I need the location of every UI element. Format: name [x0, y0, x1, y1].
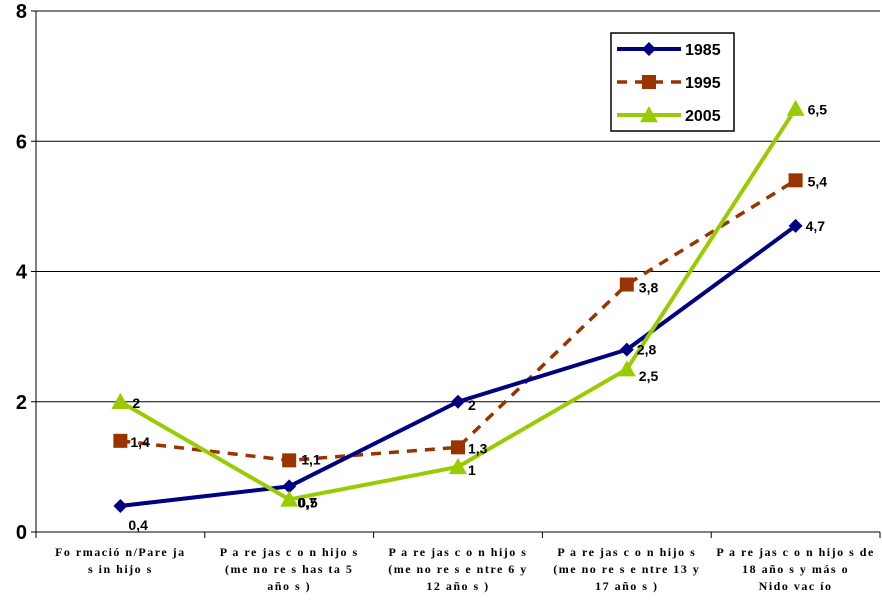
data-label-1985: 2 [468, 397, 476, 413]
x-category-label-line: P a re jas c o n hijo s [557, 545, 696, 559]
data-label-2005: 2,5 [639, 368, 659, 384]
x-category-label-line: Nido vac ío [759, 579, 833, 593]
series-lines [111, 99, 805, 513]
data-labels: 0,4 0,7 2 2,8 4,7 1,4 1,1 1,3 3,8 5,4 2 0,5 1 2,5 6,5 [128, 102, 827, 533]
x-category-label: Fo rmació n/Pare ja s in hijo s [55, 545, 186, 576]
x-category-label-line: s in hijo s [88, 562, 153, 576]
x-category-label: P a re jas c o n hijo s (me no re s e ntr… [553, 545, 700, 593]
x-category-label-line: Fo rmació n/Pare ja [55, 545, 186, 559]
data-label-1995: 1,4 [130, 434, 150, 450]
data-point-2005 [280, 490, 299, 507]
legend-marker-1995 [642, 75, 656, 89]
data-label-1985: 2,8 [637, 342, 657, 358]
data-point-1995 [282, 453, 297, 468]
data-point-1995 [451, 440, 465, 455]
y-tick-label: 2 [16, 392, 27, 414]
data-label-1995: 5,4 [808, 173, 828, 189]
legend-label-1985: 1985 [685, 42, 721, 59]
x-category-label-line: año s ) [267, 579, 311, 593]
legend: 1985 1995 2005 [610, 32, 735, 132]
series-line-1995 [120, 178, 797, 463]
y-tick-labels: 0 2 4 6 8 [16, 1, 28, 544]
data-label-1995: 3,8 [639, 280, 659, 296]
data-point-1985 [619, 342, 634, 357]
data-point-1995 [113, 433, 128, 448]
y-tick-label: 0 [16, 522, 27, 544]
x-category-label-line: P a re jas c o n hijo s [389, 545, 528, 559]
x-category-label-line: 17 año s ) [595, 579, 658, 593]
data-point-2005 [786, 99, 805, 116]
data-point-1985 [282, 479, 297, 494]
data-label-1995: 1,3 [468, 440, 488, 456]
data-point-1985 [788, 218, 803, 233]
y-tick-label: 8 [16, 1, 27, 23]
y-tick-label: 6 [16, 131, 27, 153]
x-category-label-line: 12 año s ) [426, 579, 489, 593]
x-category-label-line: P a re jas c o n hijo s [220, 545, 359, 559]
data-label-2005: 0,5 [298, 494, 318, 510]
x-category-labels: Fo rmació n/Pare ja s in hijo s P a re jas… [55, 545, 874, 593]
x-category-label-line: (me no re s has ta 5 [225, 562, 353, 576]
data-point-2005 [617, 360, 636, 377]
x-category-label: P a re jas c o n hijo s (me no re s has t… [220, 545, 359, 593]
data-point-2005 [111, 392, 130, 409]
data-point-2005 [449, 457, 467, 475]
data-point-1995 [619, 277, 634, 292]
legend-label-1995: 1995 [685, 75, 721, 92]
x-category-label: P a re jas c o n hijo s (me no re s e ntr… [388, 545, 528, 593]
data-point-1995 [788, 173, 803, 188]
data-point-1985 [451, 394, 465, 409]
legend-label-2005: 2005 [685, 108, 721, 125]
data-label-2005: 2 [132, 395, 140, 411]
y-tick-label: 4 [16, 262, 28, 284]
x-category-label-line: (me no re s e ntre 6 y [388, 562, 528, 576]
x-category-label-line: 18 año s y más o [742, 562, 849, 576]
x-category-label: P a re jas c o n hijo s de 18 año s y más… [716, 545, 874, 593]
data-label-2005: 6,5 [808, 102, 828, 118]
data-label-1985: 0,7 [297, 494, 317, 510]
data-label-1995: 1,1 [301, 451, 321, 467]
legend-marker-1985 [642, 42, 656, 56]
axes [31, 10, 881, 538]
x-category-label-line: P a re jas c o n hijo s de [716, 545, 874, 559]
data-label-1985: 4,7 [806, 218, 826, 234]
data-label-2005: 1 [468, 462, 476, 478]
data-label-1985: 0,4 [128, 517, 148, 533]
x-category-label-line: (me no re s e ntre 13 y [553, 562, 700, 576]
data-point-1985 [113, 498, 128, 513]
legend-marker-2005 [640, 106, 658, 123]
